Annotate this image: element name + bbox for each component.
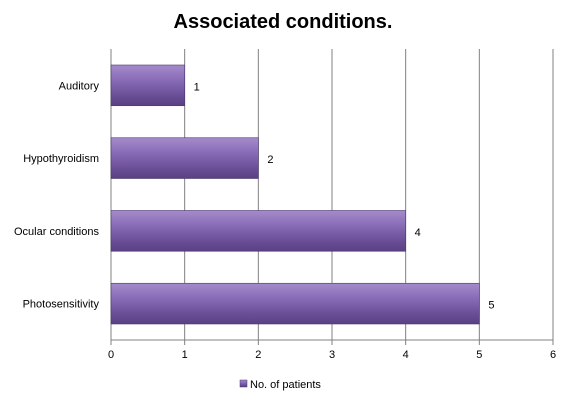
- category-label: Hypothyroidism: [23, 153, 99, 165]
- x-tick-label: 1: [182, 349, 188, 361]
- data-labels: 1 2 4 5: [194, 81, 495, 311]
- category-label: Photosensitivity: [23, 299, 100, 311]
- bar-auditory: [110, 64, 185, 107]
- bar-ocular-conditions: [110, 210, 406, 252]
- legend: No. of patients: [239, 379, 321, 391]
- bar-hypothyroidism: [110, 137, 259, 179]
- legend-label: No. of patients: [250, 379, 321, 391]
- category-label: Auditory: [59, 80, 100, 92]
- bar-photosensitivity: [110, 282, 480, 325]
- chart-title: Associated conditions.: [174, 11, 393, 33]
- legend-swatch: [239, 379, 248, 388]
- x-tick-label: 6: [550, 349, 556, 361]
- data-label: 1: [194, 81, 200, 93]
- category-labels: Auditory Hypothyroidism Ocular conditions P…: [14, 80, 99, 310]
- x-tick-label: 2: [255, 349, 261, 361]
- bars: [110, 64, 480, 325]
- x-tick-label: 3: [329, 349, 335, 361]
- x-tick-label: 5: [476, 349, 482, 361]
- x-tick-label: 4: [403, 349, 409, 361]
- data-label: 4: [415, 227, 421, 239]
- category-label: Ocular conditions: [14, 226, 99, 238]
- data-label: 5: [488, 300, 494, 312]
- x-tick-label: 0: [108, 349, 114, 361]
- x-axis-tick-labels: 0 1 2 3 4 5 6: [108, 349, 556, 361]
- data-label: 2: [267, 154, 273, 166]
